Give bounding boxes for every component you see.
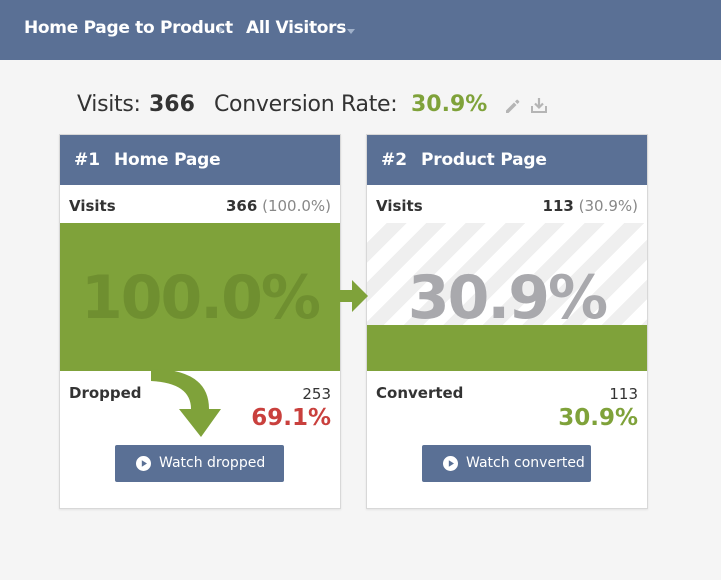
visits-bar: 30.9% xyxy=(367,223,647,371)
chevron-right-icon xyxy=(219,26,224,34)
step-title: Product Page xyxy=(421,150,547,170)
dropped-count: 253 xyxy=(302,385,331,403)
visits-value: 113 (30.9%) xyxy=(543,197,638,215)
visits-percent: (100.0%) xyxy=(262,197,331,215)
button-label: Watch dropped xyxy=(159,455,266,471)
button-label: Watch converted xyxy=(466,455,585,471)
funnel-step-card-1: #1 Home Page Visits 366 (100.0%) 100.0% … xyxy=(59,134,341,509)
visits-summary-value: 366 xyxy=(149,92,195,117)
conversion-rate-value: 30.9% xyxy=(411,92,488,117)
visits-value: 366 (100.0%) xyxy=(226,197,331,215)
visits-count: 113 xyxy=(542,197,574,215)
converted-percent: 30.9% xyxy=(558,405,638,431)
converted-label: Converted xyxy=(376,384,464,402)
visits-summary-label: Visits: xyxy=(77,92,141,117)
play-icon xyxy=(443,456,458,471)
pencil-icon[interactable] xyxy=(503,97,521,115)
step-number: #2 xyxy=(381,150,408,170)
flow-arrow-icon xyxy=(340,280,368,312)
dropped-percent: 69.1% xyxy=(251,405,331,431)
visits-label: Visits xyxy=(69,197,116,215)
drop-arrow-icon xyxy=(151,369,221,437)
big-percent: 30.9% xyxy=(407,263,608,333)
visits-label: Visits xyxy=(376,197,423,215)
dropped-label: Dropped xyxy=(69,384,142,402)
caret-down-icon[interactable] xyxy=(347,29,355,34)
step-title: Home Page xyxy=(114,150,221,170)
converted-count: 113 xyxy=(609,385,638,403)
step-header: #2 Product Page xyxy=(367,135,647,185)
step-number: #1 xyxy=(74,150,101,170)
download-icon[interactable] xyxy=(530,96,548,114)
play-icon xyxy=(136,456,151,471)
conversion-rate-label: Conversion Rate: xyxy=(214,92,398,117)
visits-percent: (30.9%) xyxy=(578,197,638,215)
conversion-fill xyxy=(367,325,647,371)
big-percent: 100.0% xyxy=(81,263,321,333)
watch-dropped-button[interactable]: Watch dropped xyxy=(115,445,284,482)
funnel-name-breadcrumb[interactable]: Home Page to Product xyxy=(24,18,233,38)
watch-converted-button[interactable]: Watch converted xyxy=(422,445,591,482)
funnel-header-bar: Home Page to Product All Visitors xyxy=(0,0,721,60)
visits-count: 366 xyxy=(226,197,258,215)
step-header: #1 Home Page xyxy=(60,135,340,185)
funnel-step-card-2: #2 Product Page Visits 113 (30.9%) 30.9%… xyxy=(366,134,648,509)
visits-bar: 100.0% xyxy=(60,223,340,371)
segment-selector[interactable]: All Visitors xyxy=(246,18,347,38)
